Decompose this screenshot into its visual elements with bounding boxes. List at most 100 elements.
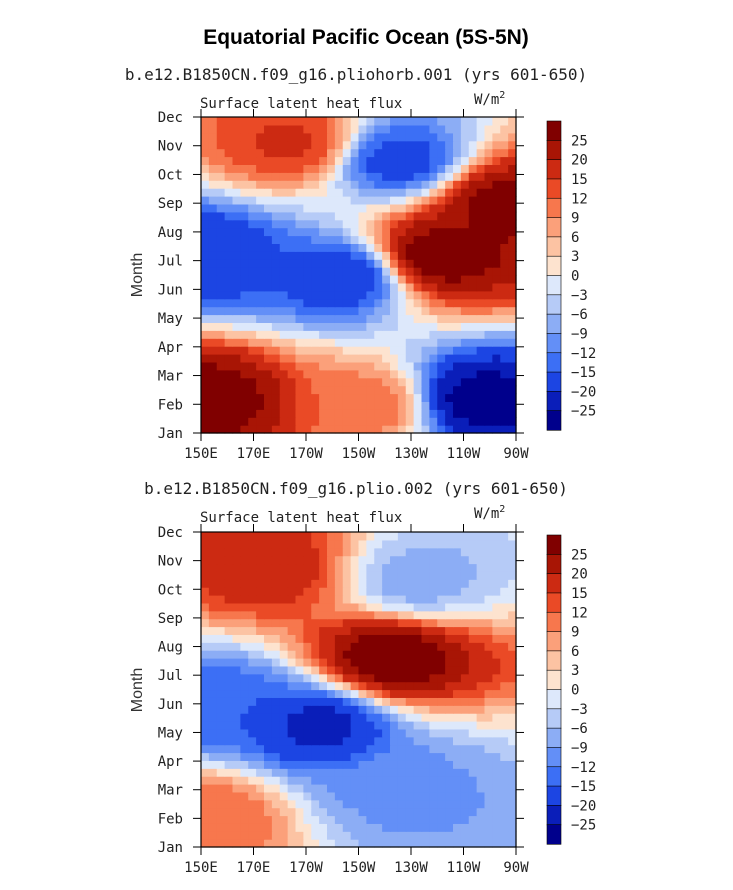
heatmap-cell	[366, 744, 375, 754]
heatmap-cell	[342, 425, 352, 434]
heatmap-cell	[468, 532, 478, 541]
heatmap-cell	[342, 736, 352, 746]
heatmap-cell	[208, 713, 218, 722]
heatmap-cell	[358, 227, 367, 237]
heatmap-cell	[264, 768, 273, 777]
heatmap-cell	[319, 728, 328, 738]
y-tick-label: Aug	[158, 225, 183, 241]
heatmap-cell	[437, 409, 446, 418]
heatmap-cell	[256, 369, 265, 379]
heatmap-cell	[508, 618, 517, 628]
heatmap-cell	[508, 124, 517, 134]
heatmap-cell	[397, 338, 407, 347]
heatmap-cell	[240, 768, 249, 777]
heatmap-cell	[374, 658, 383, 667]
heatmap-cell	[248, 658, 257, 667]
heatmap-cell	[287, 425, 297, 434]
heatmap-cell	[224, 602, 234, 612]
heatmap-cell	[397, 791, 407, 801]
heatmap-cell	[445, 807, 454, 817]
heatmap-cell	[390, 417, 399, 426]
heatmap-cell	[232, 681, 241, 691]
heatmap-cell	[232, 744, 241, 754]
heatmap-cell	[358, 282, 367, 292]
heatmap-cell	[358, 673, 367, 683]
heatmap-cell	[327, 369, 336, 379]
heatmap-cell	[405, 180, 415, 189]
heatmap-cell	[264, 658, 273, 667]
heatmap-cell	[232, 799, 241, 809]
heatmap-cell	[445, 354, 454, 363]
heatmap-cell	[366, 148, 375, 158]
heatmap-cell	[240, 124, 249, 134]
heatmap-cell	[208, 361, 218, 371]
heatmap-cell	[445, 665, 454, 675]
heatmap-cell	[413, 369, 423, 379]
heatmap-cell	[508, 839, 517, 848]
heatmap-cell	[295, 354, 304, 363]
heatmap-cell	[287, 267, 297, 276]
heatmap-cell	[342, 124, 352, 134]
heatmap-cell	[358, 314, 367, 323]
heatmap-cell	[240, 377, 249, 387]
heatmap-cell	[319, 705, 328, 714]
heatmap-cell	[460, 306, 470, 316]
heatmap-cell	[492, 610, 501, 620]
heatmap-cell	[366, 760, 375, 769]
heatmap-cell	[508, 196, 517, 205]
heatmap-cell	[484, 721, 493, 730]
heatmap-cell	[382, 124, 391, 134]
heatmap-cell	[334, 760, 344, 769]
heatmap-cell	[287, 776, 297, 785]
heatmap-cell	[405, 330, 415, 339]
heatmap-cell	[248, 330, 257, 339]
heatmap-cell	[319, 117, 328, 126]
heatmap-cell	[256, 618, 265, 628]
heatmap-cell	[208, 290, 218, 300]
heatmap-cell	[374, 188, 383, 197]
heatmap-cell	[468, 705, 478, 714]
heatmap-cell	[342, 823, 352, 832]
heatmap-cell	[421, 728, 430, 738]
heatmap-cell	[350, 650, 360, 659]
heatmap-cell	[366, 211, 375, 221]
heatmap-cell	[453, 587, 462, 596]
heatmap-cell	[271, 330, 281, 339]
heatmap-cell	[271, 417, 281, 426]
heatmap-cell	[240, 393, 249, 402]
heatmap-cell	[413, 681, 423, 691]
heatmap-cell	[342, 227, 352, 237]
heatmap-cell	[437, 689, 446, 698]
heatmap-cell	[397, 354, 407, 363]
y-tick-label: Jul	[158, 668, 183, 684]
heatmap-cell	[256, 689, 265, 698]
heatmap-cell	[224, 815, 234, 824]
heatmap-cell	[421, 713, 430, 722]
heatmap-cell	[492, 401, 501, 410]
heatmap-cell	[303, 784, 312, 793]
heatmap-cell	[445, 571, 454, 580]
heatmap-cell	[327, 602, 336, 612]
heatmap-cell	[366, 839, 375, 848]
heatmap-cell	[264, 298, 273, 308]
heatmap-cell	[374, 180, 383, 189]
heatmap-cell	[382, 791, 391, 801]
heatmap-cell	[311, 791, 320, 801]
heatmap-cell	[311, 290, 320, 300]
heatmap-cell	[460, 784, 470, 793]
heatmap-cell	[453, 689, 462, 698]
heatmap-cell	[248, 196, 257, 205]
heatmap-cell	[460, 164, 470, 173]
heatmap-cell	[327, 547, 336, 557]
heatmap-cell	[201, 322, 210, 331]
heatmap-cell	[468, 634, 478, 643]
heatmap-cell	[232, 673, 241, 683]
heatmap-cell	[248, 799, 257, 809]
colorbar-label: −9	[571, 326, 588, 342]
heatmap-cell	[500, 164, 509, 173]
heatmap-cell	[445, 642, 454, 651]
heatmap-cell	[437, 768, 446, 777]
heatmap-cell	[421, 330, 430, 339]
heatmap-cell	[224, 346, 234, 355]
heatmap-cell	[248, 251, 257, 260]
